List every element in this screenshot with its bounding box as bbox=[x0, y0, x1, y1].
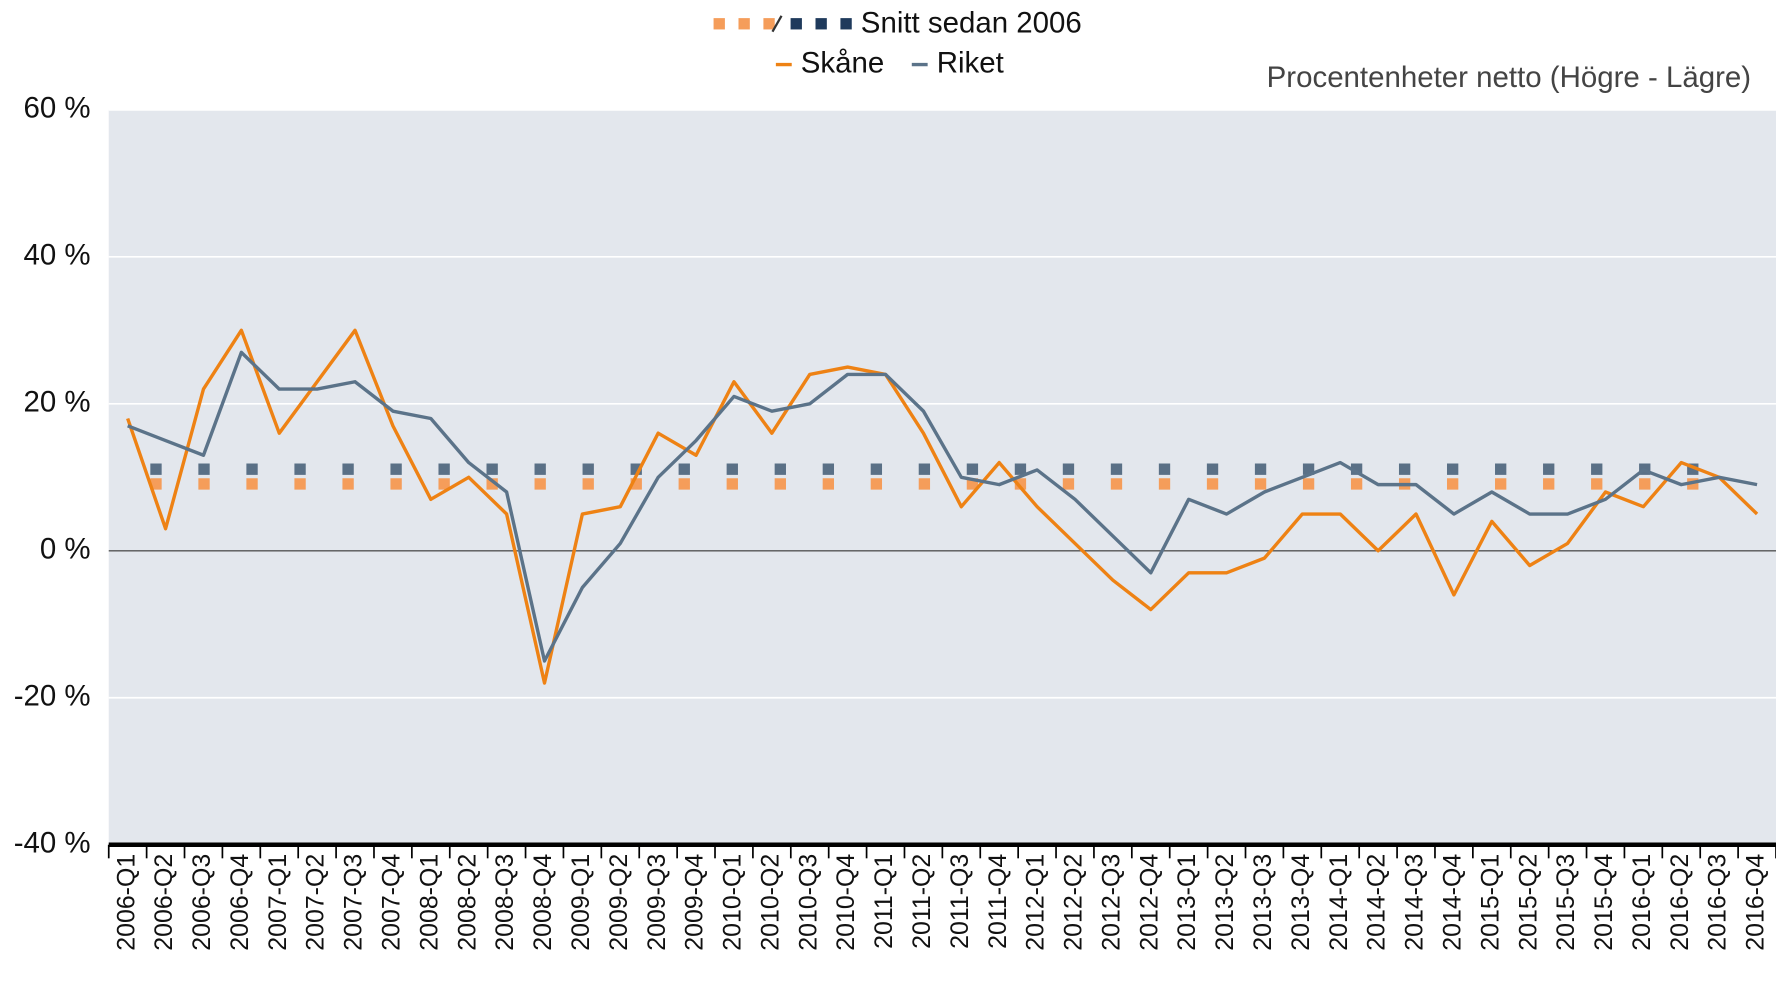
x-tick-label: 2014-Q2 bbox=[1363, 854, 1391, 951]
y-tick-label: 20 % bbox=[23, 386, 90, 419]
x-tick-label: 2011-Q4 bbox=[984, 854, 1012, 949]
x-tick-label: 2010-Q3 bbox=[794, 854, 822, 951]
x-tick-label: 2016-Q4 bbox=[1742, 854, 1770, 951]
x-tick-label: 2013-Q4 bbox=[1287, 854, 1315, 951]
x-tick-label: 2012-Q4 bbox=[1135, 854, 1163, 951]
x-tick-label: 2009-Q2 bbox=[605, 854, 633, 951]
x-tick-label: 2013-Q2 bbox=[1211, 854, 1239, 951]
legend-swatch bbox=[713, 18, 725, 30]
x-tick-label: 2014-Q1 bbox=[1325, 854, 1353, 951]
x-tick-label: 2006-Q2 bbox=[150, 854, 178, 951]
series-line bbox=[126, 328, 1759, 685]
x-tick-label: 2009-Q1 bbox=[567, 854, 595, 951]
series-line bbox=[127, 350, 1758, 663]
x-tick-label: 2010-Q1 bbox=[719, 854, 747, 951]
x-tick-label: 2016-Q1 bbox=[1628, 854, 1656, 951]
legend-swatch bbox=[815, 18, 827, 30]
x-tick-label: 2015-Q3 bbox=[1552, 854, 1580, 951]
x-tick-label: 2008-Q4 bbox=[529, 854, 557, 951]
x-tick-label: 2016-Q3 bbox=[1704, 854, 1732, 951]
y-tick-label: -20 % bbox=[14, 680, 91, 713]
x-tick-label: 2006-Q1 bbox=[112, 854, 140, 951]
y-tick-label: -40 % bbox=[14, 827, 91, 860]
x-tick-label: 2016-Q2 bbox=[1666, 854, 1694, 951]
legend-separator bbox=[771, 15, 783, 33]
legend-swatch bbox=[738, 18, 750, 30]
y-tick-label: 60 % bbox=[23, 92, 90, 125]
x-tick-label: 2015-Q2 bbox=[1514, 854, 1542, 951]
x-tick-label: 2007-Q4 bbox=[378, 854, 406, 951]
legend-swatch bbox=[840, 18, 852, 30]
x-tick-label: 2015-Q1 bbox=[1476, 854, 1504, 951]
legend-label: Riket bbox=[937, 46, 1004, 79]
x-tick-label: 2015-Q4 bbox=[1590, 854, 1618, 951]
x-tick-label: 2013-Q1 bbox=[1173, 854, 1201, 951]
x-tick-label: 2009-Q4 bbox=[681, 854, 709, 951]
x-tick-label: 2014-Q3 bbox=[1401, 854, 1429, 951]
x-tick-label: 2008-Q1 bbox=[415, 854, 443, 951]
y-tick-label: 40 % bbox=[23, 239, 90, 272]
legend-swatch bbox=[763, 18, 775, 30]
plot-area bbox=[108, 109, 1776, 845]
x-tick-label: 2014-Q4 bbox=[1438, 854, 1466, 951]
x-tick-label: 2011-Q2 bbox=[908, 854, 936, 949]
chart-subtitle: Procentenheter netto (Högre - Lägre) bbox=[1267, 61, 1751, 94]
x-tick-label: 2012-Q2 bbox=[1060, 854, 1088, 951]
x-tick-label: 2013-Q3 bbox=[1249, 854, 1277, 951]
x-tick-label: 2007-Q2 bbox=[302, 854, 330, 951]
x-tick-label: 2009-Q3 bbox=[643, 854, 671, 951]
x-tick-label: 2006-Q4 bbox=[226, 854, 254, 951]
x-tick-label: 2006-Q3 bbox=[188, 854, 216, 951]
x-tick-label: 2008-Q2 bbox=[453, 854, 481, 951]
x-tick-label: 2007-Q1 bbox=[264, 854, 292, 951]
x-tick-label: 2008-Q3 bbox=[491, 854, 519, 951]
legend-label: Skåne bbox=[801, 46, 884, 79]
x-tick-label: 2011-Q1 bbox=[870, 854, 898, 949]
x-tick-label: 2012-Q3 bbox=[1097, 854, 1125, 951]
x-tick-label: 2010-Q4 bbox=[832, 854, 860, 951]
legend-label: Snitt sedan 2006 bbox=[861, 7, 1082, 40]
x-tick-label: 2007-Q3 bbox=[340, 854, 368, 951]
x-tick-label: 2010-Q2 bbox=[756, 854, 784, 951]
x-tick-label: 2011-Q3 bbox=[946, 854, 974, 949]
y-tick-label: 0 % bbox=[40, 533, 91, 566]
legend-swatch bbox=[790, 18, 802, 30]
x-tick-label: 2012-Q1 bbox=[1022, 854, 1050, 951]
